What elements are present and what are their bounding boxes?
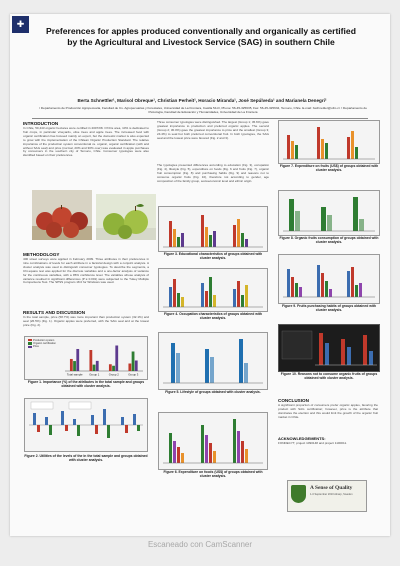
legend-item-production: Production system (28, 339, 56, 342)
introduction-heading: INTRODUCTION (23, 121, 59, 126)
legend-item-price: Price (28, 345, 56, 348)
figure-5-caption: Figure 5. Lifestyle of groups obtained w… (165, 390, 261, 394)
figure-1-category-label: Group 3 (128, 373, 139, 377)
figure-1-panel: Total sample Group 1 Group 2 Group 3 Produc… (24, 336, 148, 380)
figure-1-bar (89, 350, 93, 371)
figure-1-category-label: Total sample (67, 373, 83, 377)
scanner-watermark: Escaneado con CamScanner (147, 540, 253, 549)
figure-4-panel (158, 268, 268, 312)
results-text: In the total sample, price (58.7%) was m… (23, 316, 149, 327)
figure-5-chart (163, 339, 263, 384)
figure-4-chart (163, 277, 263, 308)
methodology-text: 400 street surveys were applied in Febru… (23, 258, 149, 285)
green-apples-illustration (96, 204, 156, 240)
acknowledgements-heading: ACKNOWLEDGEMENTS: (278, 436, 326, 441)
figure-2-panel (24, 398, 148, 452)
figure-8-chart (283, 197, 375, 232)
apple-logo-icon (291, 485, 306, 503)
figure-2-chart (29, 401, 143, 438)
figure-3-panel (158, 206, 268, 252)
figure-1-bar (128, 363, 132, 371)
conference-subtitle: 1-3 September 2010 Alnarp, Sweden (310, 493, 353, 496)
figure-9-panel (278, 254, 380, 304)
figure-1-caption: Figure 1. Importance (%) of the attribut… (27, 380, 145, 389)
figure-10-chart (281, 330, 377, 366)
figure-8-panel (278, 190, 380, 236)
figure-1-bar (112, 365, 115, 371)
poster-affiliation: ¹ Departamento de Producción Agropecuari… (39, 106, 367, 114)
conference-title: A Sense of Quality (310, 485, 353, 491)
figure-1-bar (115, 345, 119, 371)
figure-3-chart (163, 215, 263, 248)
figure-6-chart (163, 419, 263, 464)
apples-photo-green (96, 194, 156, 240)
university-logo: ✚ (12, 16, 29, 33)
figure-1-bar (131, 351, 135, 371)
figure-4-caption: Figure 4. Occupation characteristics of … (164, 312, 262, 321)
figure-1-bar (76, 348, 80, 371)
figure-7-panel (278, 120, 380, 164)
figure-6-panel (158, 412, 268, 470)
results-heading: RESULTS AND DISCUSSION (23, 310, 86, 315)
figure-10-panel (278, 324, 380, 372)
legend-item-certification: Organic certification (28, 342, 56, 345)
figure-1-legend: Production system Organic certification … (28, 339, 56, 349)
figure-1-bar (95, 360, 99, 371)
figure-6-caption: Figure 6. Expenditure on foods (US$) of … (163, 470, 263, 479)
poster: ✚ Preferences for apples produced conven… (10, 14, 390, 536)
figure-1-bar (134, 360, 138, 371)
red-apples-illustration (32, 205, 92, 240)
poster-authors: Berta Schnettler¹, Marisol Obreque¹, Chr… (77, 98, 327, 103)
figure-7-chart (283, 127, 375, 160)
figure-2-bars (33, 409, 140, 438)
figure-8-caption: Figure 8. Organic fruits consumption of … (279, 236, 379, 245)
figure-1-bar (69, 358, 73, 371)
figure-1-bar (92, 364, 96, 371)
figure-9-caption: Figure 9. Fruits purchasing habits of gr… (282, 304, 376, 313)
conclusion-heading: CONCLUSION (278, 398, 309, 403)
conference-badge: A Sense of Quality 1-3 September 2010 Al… (287, 480, 367, 512)
figure-9-chart (283, 265, 375, 298)
header-divider (32, 118, 368, 119)
figure-7-caption: Figure 7. Expenditure on fruits (US$) of… (279, 164, 379, 173)
figure-1-bar (73, 361, 76, 371)
figure-5-panel (158, 332, 268, 390)
middle-text-2: The typologies presented differences acc… (157, 164, 269, 183)
methodology-heading: METHODOLOGY (23, 252, 60, 257)
figure-3-caption: Figure 3. Educational characteristics of… (163, 252, 263, 261)
acknowledgements-text: FONDECYT, project 1090148 and project 11… (278, 442, 347, 445)
conclusion-text: A significant proportion of consumers pr… (278, 404, 378, 419)
introduction-text: In Chile, 50,443 organic hectares were c… (23, 127, 149, 158)
figure-10-caption: Figure 10. Reasons not to consume organi… (280, 372, 378, 381)
figure-1-bar (108, 364, 112, 371)
figure-1-category-label: Group 2 (109, 373, 120, 377)
middle-text-1: Three consumer typologies were distingui… (157, 121, 269, 140)
poster-title: Preferences for apples produced conventi… (46, 26, 356, 47)
figure-1-category-label: Group 1 (89, 373, 100, 377)
figure-1-chart: Total sample Group 1 Group 2 Group 3 (65, 345, 143, 377)
figure-2-caption: Figure 2. Utilities of the levels of the… (24, 454, 148, 463)
apples-photo-red (32, 190, 92, 240)
